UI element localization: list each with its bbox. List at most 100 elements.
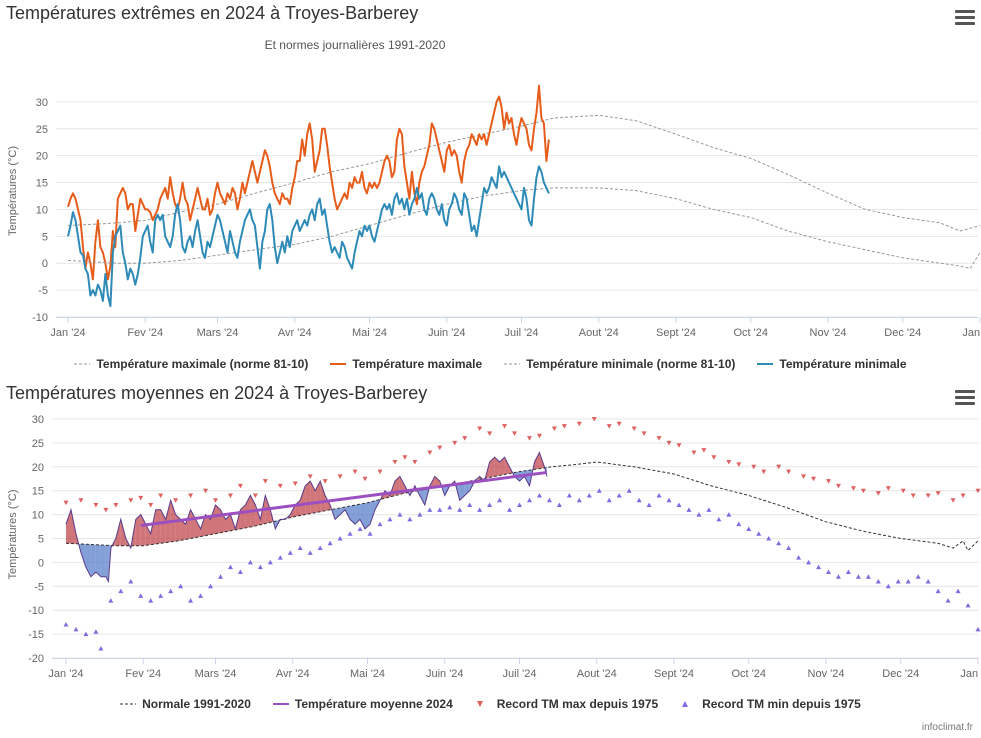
record-min-marker: [806, 559, 812, 565]
record-max-marker: [561, 424, 567, 429]
series-line-1: [67, 84, 550, 281]
record-min-marker: [965, 602, 971, 608]
y-tick-label: 0: [42, 258, 48, 270]
record-min-marker: [855, 574, 861, 579]
record-min-marker: [835, 574, 841, 579]
record-min-marker: [128, 579, 134, 584]
credit-text[interactable]: infoclimat.fr: [921, 722, 973, 733]
y-tick-label: 10: [32, 510, 44, 522]
y-tick-label: -10: [28, 605, 44, 617]
legend-item-normal[interactable]: Normale 1991-2020: [120, 697, 251, 711]
x-tick-label: Mai '24: [352, 327, 387, 339]
record-max-marker: [103, 507, 109, 513]
legend-item-tmin[interactable]: Température minimale: [757, 357, 907, 371]
anomaly-above-fill: [125, 538, 130, 546]
record-max-marker: [502, 424, 508, 429]
anomaly-below-fill: [100, 544, 106, 577]
record-max-marker: [701, 448, 707, 453]
record-max-marker: [307, 474, 313, 479]
record-max-marker: [512, 431, 518, 436]
anomaly-above-fill: [70, 509, 76, 544]
record-max-marker: [606, 424, 612, 429]
record-min-marker: [626, 488, 632, 493]
record-max-marker: [691, 450, 697, 455]
record-min-marker: [517, 502, 523, 508]
record-max-marker: [437, 445, 443, 451]
legend-item-tmax-norm[interactable]: Température maximale (norme 81-10): [74, 357, 308, 371]
record-min-marker: [596, 488, 602, 493]
anomaly-below-fill: [459, 482, 465, 501]
record-min-marker: [566, 492, 572, 498]
anomaly-above-fill: [489, 457, 495, 478]
legend-item-tmax[interactable]: Température maximale: [330, 357, 482, 371]
record-min-marker: [556, 502, 562, 508]
record-max-marker: [536, 433, 542, 439]
record-min-marker: [63, 622, 69, 627]
record-min-marker: [148, 598, 154, 603]
record-min-marker: [845, 569, 851, 574]
record-min-marker: [586, 492, 592, 498]
record-max-marker: [412, 460, 418, 465]
y-tick-label: -10: [32, 312, 48, 324]
record-max-marker: [277, 483, 283, 489]
y-tick-label: 20: [32, 462, 44, 474]
anomaly-above-fill: [504, 457, 510, 475]
x-tick-label: Juil '24: [505, 327, 539, 339]
anomaly-below-fill: [105, 545, 109, 582]
record-max-marker: [377, 469, 383, 475]
record-min-marker: [118, 588, 124, 594]
record-min-marker: [457, 507, 463, 512]
anomaly-above-fill: [200, 514, 206, 537]
y-axis-title: Températures (°C): [7, 146, 19, 236]
x-tick-label: Avr '24: [276, 668, 310, 680]
anomaly-above-fill: [325, 495, 331, 511]
legend-label: Température minimale: [779, 357, 907, 371]
y-tick-label: 15: [36, 178, 48, 190]
y-tick-label: 30: [36, 97, 48, 109]
series-line-0: [67, 114, 981, 232]
anomaly-above-fill: [210, 505, 216, 535]
record-min-marker: [337, 536, 343, 541]
anomaly-below-fill: [95, 544, 101, 577]
x-tick-label: Jan '25: [960, 668, 981, 680]
record-max-marker: [148, 503, 154, 508]
record-min-marker: [267, 559, 273, 565]
line-icon: [272, 703, 289, 705]
record-max-marker: [128, 498, 134, 503]
legend-label: Température maximale: [352, 357, 483, 371]
hamburger-menu-icon[interactable]: [955, 390, 975, 406]
hamburger-menu-icon[interactable]: [955, 10, 975, 26]
record-min-marker: [427, 507, 433, 512]
chart-title: Températures moyennes en 2024 à Troyes-B…: [6, 383, 428, 403]
y-tick-label: 5: [38, 534, 44, 546]
anomaly-above-fill: [75, 533, 79, 544]
x-tick-label: Fev '24: [125, 668, 161, 680]
record-max-marker: [925, 493, 931, 498]
legend-item-tmin-norm[interactable]: Température minimale (norme 81-10): [504, 357, 735, 371]
record-min-marker: [158, 593, 164, 598]
record-max-marker: [213, 498, 219, 503]
y-tick-label: -5: [34, 581, 44, 593]
record-min-marker: [666, 497, 672, 503]
legend-item-record-min[interactable]: Record TM min depuis 1975: [680, 697, 861, 711]
record-min-marker: [188, 598, 194, 603]
anomaly-above-fill: [499, 457, 505, 476]
anomaly-below-fill: [355, 504, 361, 525]
y-tick-label: -15: [28, 629, 44, 641]
legend-item-record-max[interactable]: Record TM max depuis 1975: [475, 697, 658, 711]
x-tick-label: Fev '24: [127, 327, 163, 339]
mean-temperatures-plot: 30 25 20 15 10 5 0 -5 -10 -15 -20 Jan '24 Fev '24 Mar…: [7, 414, 981, 680]
record-max-marker: [362, 476, 368, 482]
x-tick-label: Dec '24: [882, 668, 919, 680]
record-min-marker: [497, 497, 503, 503]
record-min-marker: [168, 588, 174, 594]
anomaly-above-fill: [534, 452, 540, 470]
record-max-marker: [252, 493, 258, 498]
legend-item-mean[interactable]: Température moyenne 2024: [272, 697, 453, 711]
y-tick-label: 25: [32, 438, 44, 450]
anomaly-above-fill: [305, 481, 311, 515]
legend-label: Température maximale (norme 81-10): [96, 357, 309, 371]
x-tick-label: Oct '24: [733, 327, 768, 339]
record-min-marker: [646, 502, 652, 508]
record-max-marker: [402, 455, 408, 460]
